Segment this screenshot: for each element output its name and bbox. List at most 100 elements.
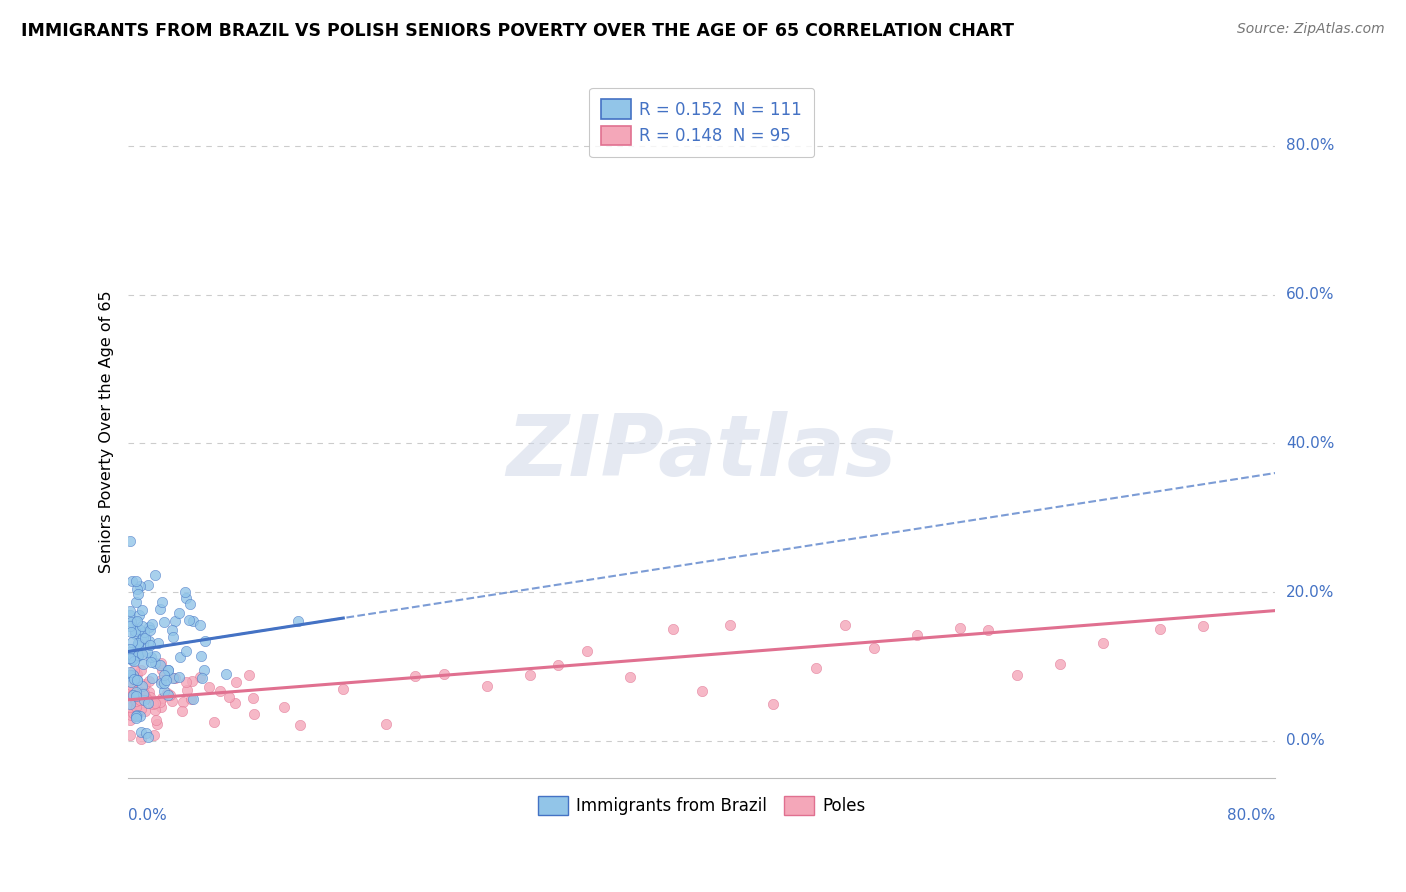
Point bbox=[762, 698, 785, 712]
Point bbox=[131, 692, 153, 706]
Point bbox=[124, 694, 146, 708]
Point bbox=[125, 574, 148, 588]
Point bbox=[132, 693, 155, 707]
Point bbox=[519, 668, 541, 682]
Point bbox=[124, 710, 146, 724]
Point bbox=[153, 683, 176, 698]
Point bbox=[118, 714, 141, 728]
Point bbox=[1092, 636, 1115, 650]
Point bbox=[129, 692, 152, 706]
Point bbox=[718, 618, 741, 632]
Point bbox=[134, 631, 156, 645]
Point bbox=[141, 655, 163, 669]
Point bbox=[162, 693, 184, 707]
Text: 0.0%: 0.0% bbox=[1286, 733, 1324, 748]
Point bbox=[134, 676, 156, 690]
Point bbox=[125, 614, 148, 628]
Point bbox=[176, 591, 198, 606]
Text: 80.0%: 80.0% bbox=[1227, 808, 1275, 823]
Point bbox=[127, 636, 149, 650]
Point bbox=[243, 707, 266, 722]
Point bbox=[124, 673, 146, 687]
Point bbox=[118, 608, 141, 623]
Point bbox=[834, 617, 856, 632]
Point bbox=[131, 692, 153, 706]
Point bbox=[179, 597, 201, 611]
Point bbox=[225, 674, 247, 689]
Point bbox=[242, 691, 264, 706]
Point bbox=[145, 713, 167, 727]
Point bbox=[218, 690, 240, 704]
Point bbox=[125, 690, 148, 705]
Point bbox=[193, 663, 215, 677]
Point bbox=[165, 671, 187, 685]
Point bbox=[138, 673, 160, 688]
Point bbox=[433, 667, 456, 681]
Point bbox=[118, 668, 141, 682]
Point bbox=[273, 700, 295, 714]
Point bbox=[153, 676, 176, 690]
Point bbox=[125, 667, 148, 681]
Point bbox=[121, 653, 143, 667]
Point bbox=[121, 688, 143, 702]
Point bbox=[143, 649, 166, 664]
Point bbox=[125, 673, 148, 687]
Point bbox=[125, 709, 148, 723]
Point bbox=[149, 676, 172, 690]
Point bbox=[198, 681, 221, 695]
Point bbox=[155, 673, 177, 687]
Point bbox=[167, 606, 190, 620]
Point bbox=[121, 634, 143, 648]
Text: 0.0%: 0.0% bbox=[128, 808, 167, 823]
Point bbox=[143, 567, 166, 582]
Point bbox=[290, 718, 312, 732]
Point bbox=[662, 622, 685, 636]
Point bbox=[128, 687, 150, 701]
Point bbox=[121, 652, 143, 666]
Point bbox=[125, 615, 148, 630]
Point bbox=[128, 622, 150, 636]
Point bbox=[176, 675, 198, 690]
Point bbox=[129, 633, 152, 648]
Point bbox=[138, 620, 160, 634]
Point bbox=[159, 689, 181, 703]
Point bbox=[170, 705, 193, 719]
Point bbox=[121, 648, 143, 662]
Point bbox=[145, 717, 167, 731]
Legend: Immigrants from Brazil, Poles: Immigrants from Brazil, Poles bbox=[531, 789, 872, 822]
Point bbox=[124, 698, 146, 713]
Point bbox=[122, 654, 145, 668]
Point bbox=[124, 627, 146, 641]
Point bbox=[977, 623, 1000, 637]
Point bbox=[132, 624, 155, 639]
Point bbox=[132, 687, 155, 701]
Point bbox=[127, 587, 149, 601]
Point bbox=[132, 657, 155, 671]
Point bbox=[157, 663, 180, 677]
Point bbox=[181, 692, 204, 706]
Point bbox=[190, 649, 212, 664]
Point bbox=[136, 696, 159, 710]
Point bbox=[202, 714, 225, 729]
Point bbox=[120, 648, 142, 663]
Point bbox=[169, 670, 191, 684]
Point bbox=[127, 639, 149, 653]
Point bbox=[149, 695, 172, 709]
Point bbox=[118, 604, 141, 618]
Point bbox=[172, 695, 194, 709]
Text: 60.0%: 60.0% bbox=[1286, 287, 1334, 302]
Y-axis label: Seniors Poverty Over the Age of 65: Seniors Poverty Over the Age of 65 bbox=[100, 291, 114, 574]
Point bbox=[149, 673, 172, 688]
Point bbox=[129, 732, 152, 747]
Point bbox=[176, 683, 198, 698]
Point bbox=[135, 645, 157, 659]
Point bbox=[576, 644, 599, 658]
Point bbox=[139, 623, 162, 637]
Point bbox=[131, 603, 153, 617]
Point bbox=[1192, 619, 1215, 633]
Point bbox=[124, 624, 146, 638]
Point bbox=[135, 690, 157, 705]
Point bbox=[118, 700, 141, 714]
Text: Source: ZipAtlas.com: Source: ZipAtlas.com bbox=[1237, 22, 1385, 37]
Point bbox=[152, 667, 174, 681]
